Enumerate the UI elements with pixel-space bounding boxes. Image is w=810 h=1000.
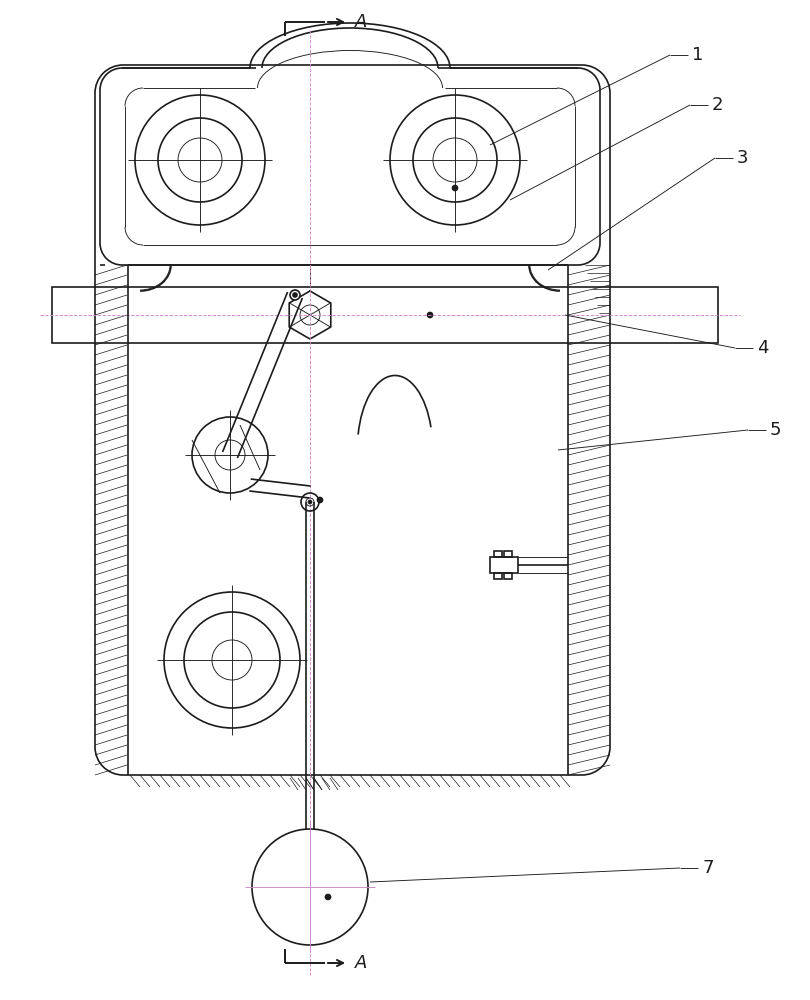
Bar (490, 557, 518, 573)
Text: 2: 2 (712, 96, 723, 114)
Text: A: A (355, 13, 368, 31)
Text: A: A (355, 954, 368, 972)
Circle shape (309, 500, 312, 504)
Text: 5: 5 (770, 421, 782, 439)
Bar (494, 551, 502, 557)
Circle shape (293, 293, 297, 297)
Circle shape (326, 894, 330, 900)
Circle shape (428, 312, 433, 318)
Circle shape (318, 497, 322, 502)
Text: 3: 3 (737, 149, 748, 167)
Circle shape (453, 186, 458, 190)
Bar (504, 551, 512, 557)
Text: 4: 4 (757, 339, 769, 357)
Circle shape (290, 290, 300, 300)
Bar (504, 573, 512, 579)
Bar (494, 573, 502, 579)
Bar (52, 287, 718, 343)
Text: 7: 7 (702, 859, 714, 877)
Text: 1: 1 (692, 46, 703, 64)
